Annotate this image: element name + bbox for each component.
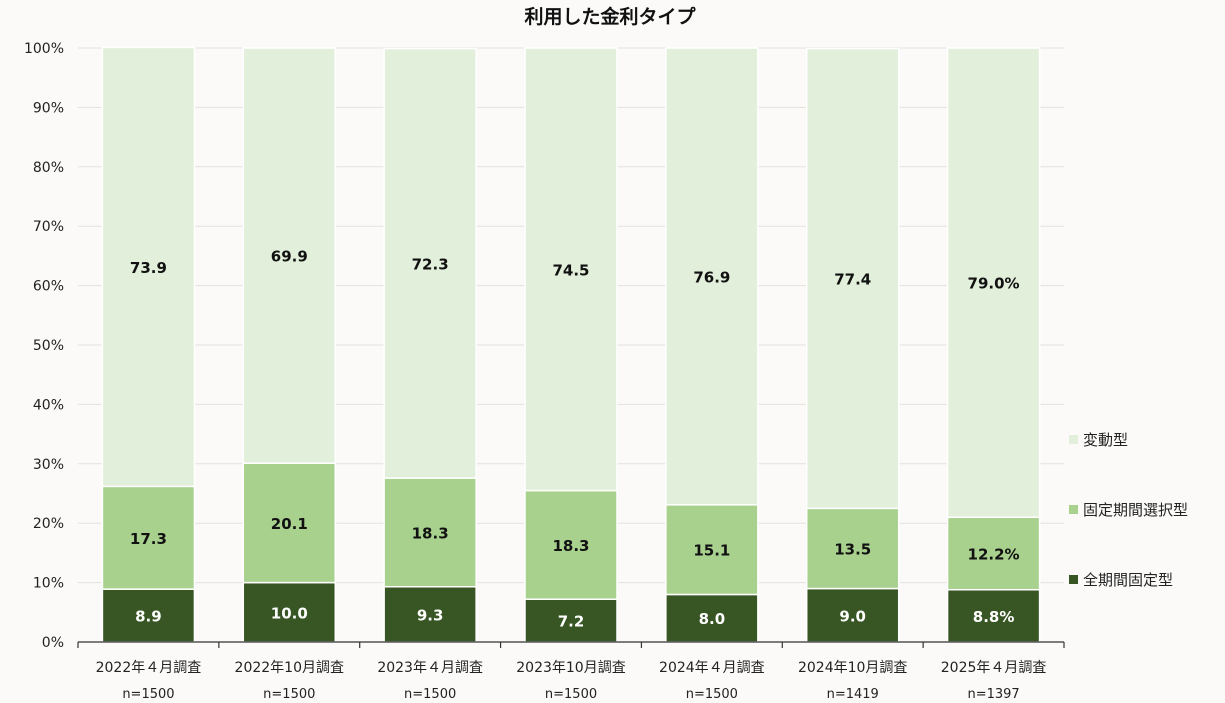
y-tick-label: 80% — [33, 160, 64, 176]
bar-segment — [242, 47, 337, 464]
bar-segment — [805, 47, 900, 510]
data-label: 73.9 — [130, 259, 167, 277]
bar-segment — [665, 47, 759, 506]
y-axis-ticks: 0% 10% 20% 30% 40% 50% 60% 70% 80% 90% 100% — [24, 41, 64, 651]
sample-size-label: n=1419 — [827, 687, 879, 702]
y-tick-label: 10% — [33, 576, 64, 592]
y-tick-label: 90% — [33, 100, 64, 116]
y-tick-label: 70% — [33, 219, 64, 235]
data-label: 7.2 — [558, 613, 585, 631]
x-category-label: 2024年10月調査 — [798, 660, 907, 676]
data-label: 72.3 — [412, 255, 449, 273]
data-label: 8.9 — [135, 608, 162, 626]
bar-segment — [242, 462, 337, 584]
legend-label: 固定期間選択型 — [1083, 501, 1188, 519]
legend-swatch — [1069, 435, 1078, 444]
legend-swatch — [1069, 505, 1078, 514]
y-tick-label: 20% — [33, 516, 64, 532]
bar-segment — [383, 47, 477, 479]
x-category-label: 2022年４月調査 — [96, 660, 202, 676]
data-label: 79.0% — [968, 275, 1020, 293]
data-label: 18.3 — [552, 537, 589, 555]
data-label: 9.0 — [839, 607, 866, 625]
y-tick-label: 40% — [33, 397, 64, 413]
x-category-label: 2023年10月調査 — [516, 660, 625, 676]
data-label: 10.0 — [271, 604, 308, 622]
sample-size-label: n=1500 — [545, 687, 597, 702]
bar-segment — [524, 47, 618, 492]
data-label: 74.5 — [552, 261, 589, 279]
bar-segment — [383, 477, 477, 588]
data-label: 18.3 — [412, 524, 449, 542]
y-tick-label: 100% — [24, 41, 64, 57]
x-category-label: 2022年10月調査 — [235, 660, 344, 676]
legend-swatch — [1069, 575, 1078, 584]
y-tick-label: 50% — [33, 338, 64, 354]
y-tick-label: 30% — [33, 457, 64, 473]
data-label: 9.3 — [417, 606, 444, 624]
bar-segment — [101, 46, 196, 488]
data-label: 20.1 — [271, 515, 308, 533]
data-label: 17.3 — [130, 530, 167, 548]
legend-label: 変動型 — [1083, 431, 1128, 449]
data-label: 12.2% — [968, 545, 1020, 563]
bar-segment — [242, 581, 337, 643]
bar-segment — [524, 598, 618, 643]
x-category-label: 2024年４月調査 — [659, 660, 765, 676]
bar-segment — [101, 485, 196, 590]
x-category-label: 2023年４月調査 — [377, 660, 483, 676]
sample-size-label: n=1500 — [263, 687, 315, 702]
bar-segment — [665, 593, 759, 643]
data-label: 15.1 — [693, 542, 730, 560]
bar-segment — [383, 586, 477, 643]
y-tick-label: 0% — [42, 635, 64, 651]
data-label: 13.5 — [834, 540, 871, 558]
sample-size-label: n=1397 — [967, 687, 1019, 702]
data-label: 77.4 — [834, 270, 871, 288]
data-label: 76.9 — [693, 268, 730, 286]
bars: 8.9 17.3 73.9 10.0 20.1 69.9 9.3 18.3 72.3 7.2 18.… — [101, 46, 1041, 643]
sample-size-label: n=1500 — [122, 687, 174, 702]
chart-title: 利用した金利タイプ — [524, 5, 696, 28]
x-category-label: 2025年４月調査 — [941, 660, 1047, 676]
bar-segment — [805, 507, 900, 590]
data-label: 69.9 — [271, 248, 308, 266]
sample-size-label: n=1500 — [404, 687, 456, 702]
bar-segment — [524, 489, 618, 600]
bar-segment — [805, 587, 900, 643]
data-label: 8.8% — [973, 608, 1015, 626]
data-label: 8.0 — [699, 610, 726, 628]
bar-segment — [946, 47, 1041, 519]
y-tick-label: 60% — [33, 279, 64, 295]
bar-segment — [946, 516, 1041, 591]
sample-size-label: n=1500 — [686, 687, 738, 702]
x-axis — [77, 641, 1065, 648]
legend-label: 全期間固定型 — [1083, 571, 1173, 589]
x-axis-labels: 2022年４月調査 n=1500 2022年10月調査 n=1500 2023年４月調査… — [96, 660, 1047, 702]
